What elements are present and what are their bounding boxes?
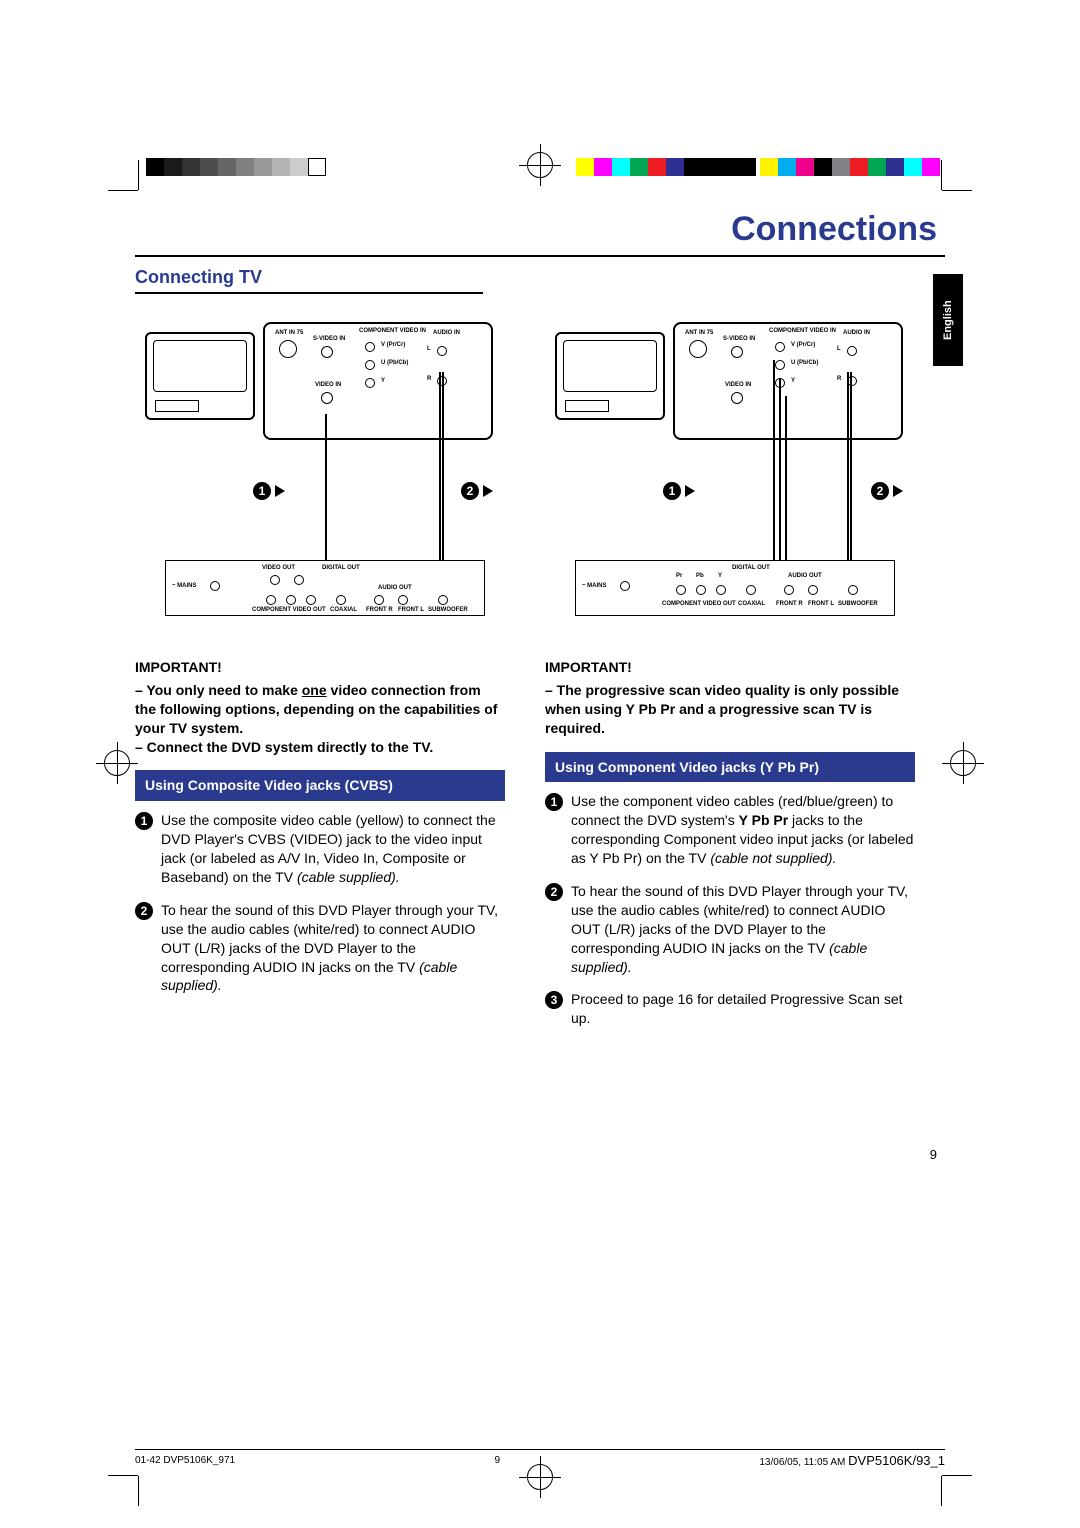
steps-list: 1 Use the composite video cable (yellow)… — [135, 811, 505, 995]
figure-composite: ANT IN 75 S-VIDEO IN COMPONENT VIDEO IN … — [135, 322, 505, 622]
important-heading: IMPORTANT! — [135, 658, 505, 677]
important-heading: IMPORTANT! — [545, 658, 915, 677]
text-columns: IMPORTANT! – You only need to make one v… — [135, 658, 945, 1042]
section-heading: Connecting TV — [135, 267, 945, 288]
crop-mark — [108, 190, 138, 191]
print-footer: 01-42 DVP5106K_971 9 13/06/05, 11:05 AM … — [135, 1453, 945, 1468]
grayscale-calibration-bar — [146, 158, 326, 176]
step-number-icon: 2 — [135, 902, 153, 920]
step-bubble: 1 — [663, 482, 681, 500]
step-bubble: 1 — [253, 482, 271, 500]
page-title: Connections — [135, 210, 945, 249]
step-number-icon: 1 — [135, 812, 153, 830]
registration-target-icon — [104, 750, 130, 776]
footer-left: 01-42 DVP5106K_971 — [135, 1455, 235, 1466]
crop-mark — [138, 1476, 139, 1506]
list-item: 1 Use the component video cables (red/bl… — [545, 792, 915, 868]
figures-row: ANT IN 75 S-VIDEO IN COMPONENT VIDEO IN … — [135, 322, 945, 622]
tv-icon — [555, 332, 665, 420]
dvd-back-panel: ~ MAINS DIGITAL OUT COMPONENT VIDEO OUT … — [575, 560, 895, 616]
figure-component: ANT IN 75 S-VIDEO IN COMPONENT VIDEO IN … — [545, 322, 915, 622]
right-column: IMPORTANT! – The progressive scan video … — [545, 658, 915, 1042]
list-item: 1 Use the composite video cable (yellow)… — [135, 811, 505, 887]
list-item: 2 To hear the sound of this DVD Player t… — [135, 901, 505, 995]
arrow-icon — [685, 485, 695, 497]
tv-back-panel: ANT IN 75 S-VIDEO IN COMPONENT VIDEO IN … — [263, 322, 493, 440]
color-calibration-bar — [576, 158, 756, 176]
arrow-icon — [483, 485, 493, 497]
registration-target-icon — [527, 152, 553, 178]
title-rule — [135, 255, 945, 257]
crop-mark — [108, 1475, 138, 1476]
dvd-back-panel: ~ MAINS VIDEO OUT DIGITAL OUT COMPONENT … — [165, 560, 485, 616]
step-bubble: 2 — [461, 482, 479, 500]
crop-mark — [941, 160, 942, 190]
arrow-icon — [275, 485, 285, 497]
tv-back-panel: ANT IN 75 S-VIDEO IN COMPONENT VIDEO IN … — [673, 322, 903, 440]
crop-mark — [942, 1475, 972, 1476]
step-number-icon: 3 — [545, 991, 563, 1009]
registration-target-icon — [950, 750, 976, 776]
section-rule — [135, 292, 483, 294]
step-number-icon: 1 — [545, 793, 563, 811]
crop-mark — [941, 1476, 942, 1506]
steps-list: 1 Use the component video cables (red/bl… — [545, 792, 915, 1028]
list-item: 2 To hear the sound of this DVD Player t… — [545, 882, 915, 976]
important-body: – Connect the DVD system directly to the… — [135, 738, 505, 757]
subsection-band: Using Component Video jacks (Y Pb Pr) — [545, 752, 915, 783]
tv-icon — [145, 332, 255, 420]
footer-right: 13/06/05, 11:05 AM DVP5106K/93_1 — [759, 1453, 945, 1468]
list-item: 3 Proceed to page 16 for detailed Progre… — [545, 990, 915, 1028]
important-body: – The progressive scan video quality is … — [545, 681, 915, 738]
arrow-icon — [893, 485, 903, 497]
step-bubble: 2 — [871, 482, 889, 500]
color-calibration-bar — [760, 158, 940, 176]
crop-mark — [942, 190, 972, 191]
left-column: IMPORTANT! – You only need to make one v… — [135, 658, 505, 1042]
footer-mid: 9 — [235, 1455, 759, 1466]
subsection-band: Using Composite Video jacks (CVBS) — [135, 770, 505, 801]
crop-mark — [138, 160, 139, 190]
language-tab: English — [933, 274, 963, 366]
page-number: 9 — [930, 1147, 937, 1162]
step-number-icon: 2 — [545, 883, 563, 901]
page-content: Connections English Connecting TV ANT IN… — [135, 210, 945, 1042]
important-body: – You only need to make one video connec… — [135, 681, 505, 738]
